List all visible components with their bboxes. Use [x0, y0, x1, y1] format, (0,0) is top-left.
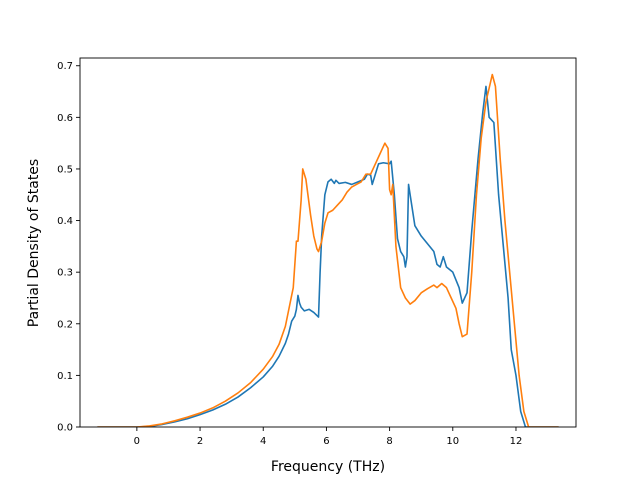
x-axis-label-wrap: Frequency (THz) [271, 459, 385, 475]
y-tick-label: 0.3 [57, 268, 73, 279]
series-line-1 [97, 85, 559, 427]
axes-frame [79, 57, 577, 428]
y-tick-label: 0.7 [57, 61, 73, 72]
y-tick-label: 0.4 [57, 216, 73, 227]
y-tick-label: 0.0 [57, 423, 73, 434]
y-axis-label: Partial Density of States [26, 159, 42, 327]
x-tick-label: 8 [386, 436, 392, 447]
plot-area [80, 58, 576, 427]
x-tick-label: 10 [446, 436, 459, 447]
x-tick-label: 0 [134, 436, 140, 447]
x-tick-label: 6 [323, 436, 329, 447]
y-tick-label: 0.1 [57, 371, 73, 382]
x-tick-label: 2 [197, 436, 203, 447]
series-group [97, 73, 559, 427]
y-tick-label: 0.5 [57, 164, 73, 175]
x-tick-label: 12 [510, 436, 523, 447]
x-axis-label: Frequency (THz) [271, 459, 385, 475]
y-tick-label: 0.2 [57, 319, 73, 330]
y-axis-label-wrap: Partial Density of States [26, 159, 42, 327]
x-tick-label: 4 [260, 436, 266, 447]
y-tick-label: 0.6 [57, 113, 73, 124]
series-line-2 [97, 73, 559, 427]
